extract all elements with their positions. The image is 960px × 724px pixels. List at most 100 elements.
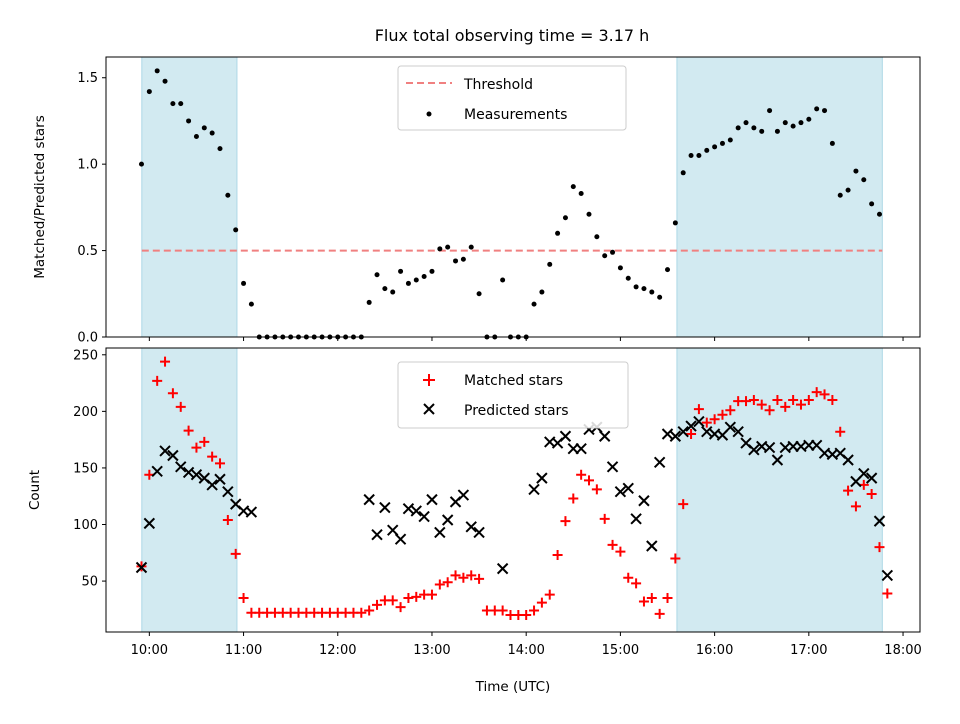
- x-tick-label: 14:00: [507, 643, 544, 658]
- predicted-star-point: [167, 449, 179, 462]
- measurement-point: [217, 146, 223, 152]
- predicted-star-point: [473, 526, 485, 539]
- measurement-point: [727, 137, 733, 143]
- matched-star-point: [214, 458, 225, 469]
- predicted-star-point: [669, 430, 682, 442]
- measurement-point: [633, 284, 639, 290]
- measurement-point: [735, 125, 741, 131]
- matched-star-point: [811, 387, 822, 398]
- predicted-star-point: [143, 517, 156, 530]
- matched-star-point: [207, 451, 218, 462]
- measurement-point: [562, 215, 568, 221]
- legend-matched-label: Matched stars: [464, 373, 563, 389]
- measurement-point: [476, 291, 482, 297]
- matched-star-point: [175, 401, 186, 412]
- matched-star-point: [835, 426, 846, 437]
- matched-star-point: [560, 516, 571, 527]
- matched-star-point: [631, 578, 642, 589]
- measurement-point: [617, 265, 623, 271]
- matched-star-point: [583, 475, 594, 486]
- matched-star-point: [395, 602, 406, 613]
- predicted-star-point: [536, 472, 548, 484]
- matched-star-point: [874, 542, 885, 553]
- measurement-point: [374, 272, 380, 278]
- matched-star-point: [850, 501, 861, 512]
- matched-star-point: [230, 548, 241, 559]
- top-shade-1: [141, 56, 238, 338]
- observing-window-shading: [141, 56, 883, 338]
- predicted-star-point: [402, 502, 415, 515]
- matched-star-point: [191, 442, 202, 453]
- measurement-point: [186, 118, 192, 124]
- bottom-legend-box: [397, 361, 629, 429]
- matched-star-point: [372, 599, 383, 610]
- measurement-point: [767, 108, 773, 114]
- predicted-star-point: [245, 506, 258, 518]
- legend-measurements-label: Measurements: [464, 107, 567, 123]
- predicted-star-point: [865, 472, 878, 484]
- measurement-point: [170, 101, 176, 107]
- matched-star-point: [638, 596, 649, 607]
- measurement-point: [366, 299, 372, 305]
- predicted-star-point: [465, 521, 477, 533]
- measurement-point: [248, 301, 254, 307]
- matched-star-point: [474, 573, 485, 584]
- matched-star-point: [623, 572, 634, 583]
- count-points: [135, 356, 894, 621]
- predicted-star-point: [206, 479, 218, 491]
- ratio-panel: 0.0 0.5 1.0 1.5 Matched/Predicted stars Thr…: [32, 56, 921, 346]
- x-tick-label: 16:00: [696, 643, 733, 658]
- measurement-point: [586, 211, 592, 217]
- predicted-star-point: [434, 526, 446, 539]
- matched-star-point: [466, 570, 477, 581]
- top-axes-frame: [105, 56, 921, 338]
- predicted-star-point: [190, 469, 203, 481]
- measurement-point: [468, 244, 474, 250]
- measurement-point: [570, 184, 576, 190]
- matched-star-point: [615, 546, 626, 557]
- measurement-point: [861, 177, 867, 183]
- legend-predicted-swatch: [423, 403, 435, 415]
- measurement-point: [845, 187, 851, 193]
- measurement-point: [869, 201, 875, 207]
- predicted-star-point: [371, 528, 383, 541]
- matched-star-point: [748, 395, 759, 406]
- predicted-star-point: [873, 515, 886, 527]
- matched-star-point: [654, 608, 665, 619]
- measurement-point: [382, 286, 388, 292]
- predicted-star-point: [175, 461, 187, 473]
- matched-star-point: [725, 405, 736, 416]
- matched-star-point: [434, 579, 445, 590]
- chart-title: Flux total observing time = 3.17 h: [375, 26, 650, 45]
- predicted-star-point: [748, 444, 760, 456]
- measurement-point: [774, 128, 780, 134]
- measurement-point: [829, 140, 835, 146]
- matched-star-point: [356, 607, 367, 618]
- matched-star-point: [521, 610, 532, 621]
- matched-star-point: [741, 396, 752, 407]
- measurement-point: [162, 78, 168, 84]
- matched-star-point: [780, 401, 791, 412]
- matched-star-point: [599, 513, 610, 524]
- predicted-star-point: [575, 442, 587, 455]
- predicted-star-point: [410, 505, 422, 517]
- bottom-shade-1: [141, 347, 238, 633]
- matched-star-point: [764, 405, 775, 416]
- matched-star-point: [882, 588, 893, 599]
- predicted-star-point: [677, 426, 689, 438]
- measurement-point: [594, 234, 600, 240]
- legend-predicted-label: Predicted stars: [464, 403, 569, 419]
- matched-star-point: [568, 493, 579, 504]
- top-y-ticks: 0.0 0.5 1.0 1.5: [77, 71, 106, 346]
- x-axis-label: Time (UTC): [475, 679, 551, 695]
- predicted-star-point: [858, 467, 870, 480]
- matched-star-point: [591, 484, 602, 495]
- measurement-point: [233, 227, 239, 233]
- measurement-point: [578, 191, 584, 197]
- measurement-point: [429, 268, 435, 274]
- matched-star-point: [843, 485, 854, 496]
- predicted-star-point: [638, 495, 650, 507]
- measurement-point: [146, 89, 152, 95]
- matched-star-point: [238, 593, 249, 604]
- matched-star-point: [442, 577, 453, 588]
